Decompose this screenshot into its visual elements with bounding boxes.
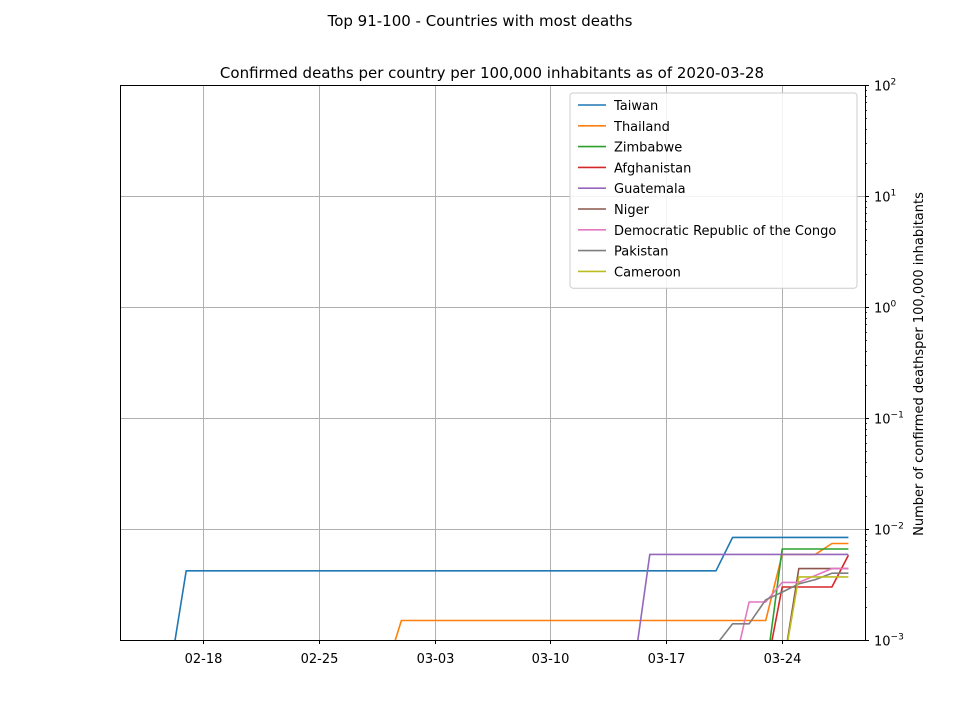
series-lines xyxy=(174,536,850,640)
series-line xyxy=(787,576,849,640)
legend-label: Zimbabwe xyxy=(614,141,682,156)
legend-label: Thailand xyxy=(613,120,670,135)
plot-frame xyxy=(120,85,866,641)
legend: Taiwan Thailand Zimbabwe Afghanistan Guatema… xyxy=(569,92,858,289)
x-tick-label: 03-10 xyxy=(532,652,570,667)
legend-label: Guatemala xyxy=(614,182,686,197)
y-axis-label: Number of confirmed deathsper 100,000 in… xyxy=(912,192,927,536)
y-tick-label: 101 xyxy=(874,189,896,206)
series-line xyxy=(394,542,849,640)
y-tick-label: 102 xyxy=(874,78,896,95)
series-line xyxy=(637,553,849,640)
x-tick-label: 02-18 xyxy=(185,652,223,667)
chart-title: Top 91-100 - Countries with most deaths xyxy=(327,12,633,30)
series-line xyxy=(769,548,849,640)
legend-label: Cameroon xyxy=(614,265,681,280)
y-axis: 10−3 10−2 10−1 100 101 102 xyxy=(865,78,904,650)
legend-label: Democratic Republic of the Congo xyxy=(614,224,836,239)
x-tick-label: 03-17 xyxy=(648,652,686,667)
chart-subtitle: Confirmed deaths per country per 100,000… xyxy=(220,64,764,82)
legend-label: Pakistan xyxy=(614,245,668,260)
legend-label: Taiwan xyxy=(613,99,658,114)
y-tick-label: 10−3 xyxy=(874,633,904,650)
legend-label: Niger xyxy=(614,203,650,218)
y-tick-label: 10−2 xyxy=(874,522,904,539)
y-tick-label: 100 xyxy=(874,300,897,317)
series-line xyxy=(771,554,850,640)
y-tick-label: 10−1 xyxy=(874,411,904,428)
legend-label: Afghanistan xyxy=(614,161,691,176)
x-tick-label: 03-24 xyxy=(764,652,802,667)
legend-box xyxy=(569,92,858,289)
x-tick-label: 03-03 xyxy=(417,652,455,667)
series-line xyxy=(739,567,849,640)
x-tick-label: 02-25 xyxy=(301,652,339,667)
x-axis: 02-18 02-25 03-03 03-10 03-17 03-24 xyxy=(185,640,802,667)
series-line xyxy=(174,536,849,640)
